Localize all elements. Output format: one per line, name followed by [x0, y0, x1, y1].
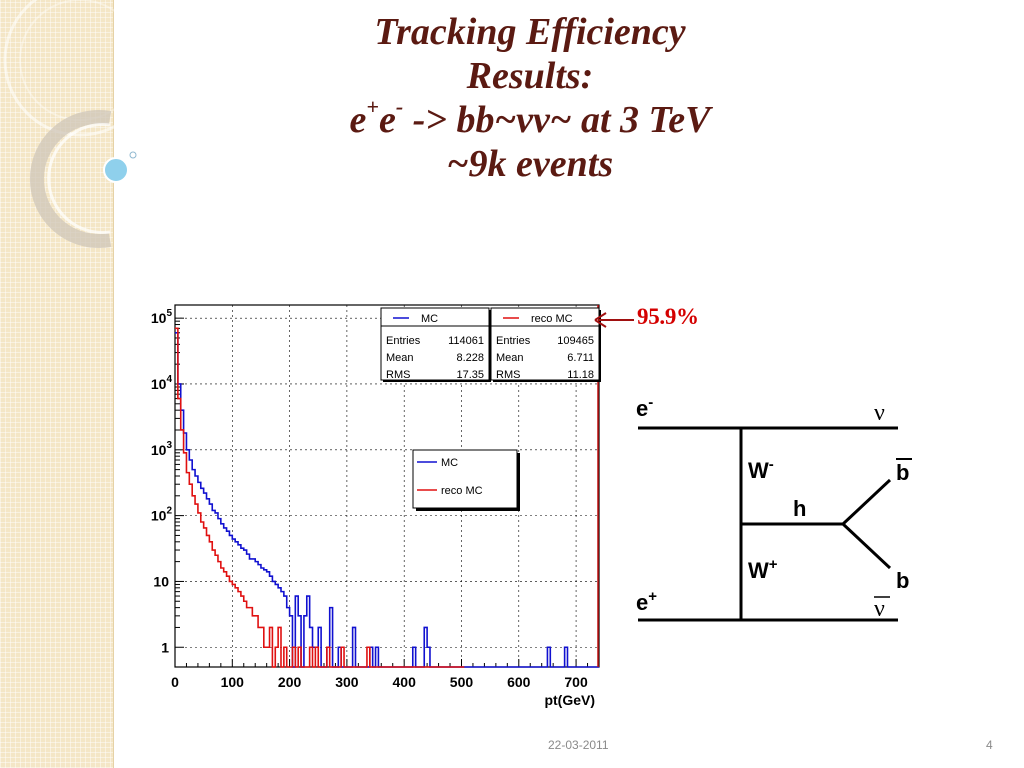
title-line-1: Tracking Efficiency	[374, 11, 686, 53]
stat-label: Mean	[386, 352, 414, 364]
label-nu: ν	[874, 400, 885, 426]
legend-box	[412, 449, 518, 509]
footer-page-number: 4	[986, 738, 993, 752]
stat-label: Entries	[496, 335, 531, 347]
stat-box-mc	[380, 307, 490, 381]
stat-label: Entries	[386, 335, 421, 347]
stat-value: 17.35	[456, 369, 484, 381]
series-reco-mc-line	[175, 327, 465, 668]
efficiency-label: 95.9%	[637, 304, 699, 329]
x-tick-label: 500	[450, 674, 474, 690]
x-tick-label: 0	[171, 674, 179, 690]
stat-value: 109465	[557, 335, 594, 347]
stat-box-title: reco MC	[531, 313, 573, 325]
stat-label: RMS	[386, 369, 410, 381]
stat-label: Mean	[496, 352, 524, 364]
x-tick-label: 200	[278, 674, 302, 690]
stat-label: RMS	[496, 369, 520, 381]
title-line-4: ~9k events	[446, 143, 614, 185]
x-axis-label: pt(GeV)	[544, 692, 595, 708]
title-line-3: e+e- -> bb~νν~ at 3 TeV	[349, 94, 711, 142]
y-tick-label: 10	[153, 573, 169, 589]
y-tick-label: 1	[161, 639, 169, 655]
y-tick-label: 103	[151, 440, 173, 458]
label-w-minus: W-	[748, 456, 774, 483]
x-tick-label: 300	[335, 674, 359, 690]
y-tick-label: 102	[151, 506, 173, 524]
pt-histogram: 0 100 200 300 400 500 600 700 1 10 102 103 104 105 pt(…	[151, 304, 601, 708]
decorative-swirl	[3, 0, 157, 248]
b-line	[841, 522, 892, 570]
x-tick-label: 400	[393, 674, 417, 690]
y-tick-label: 105	[151, 308, 173, 326]
label-e-minus: e-	[636, 394, 653, 421]
stat-value: 114061	[448, 335, 484, 347]
label-w-plus: W+	[748, 556, 778, 583]
legend-label: reco MC	[441, 485, 483, 497]
y-tick-label: 104	[151, 374, 173, 392]
slide-title: Tracking Efficiency Results: e+e- -> bb~…	[250, 10, 810, 186]
label-b-bar: b	[896, 460, 909, 485]
stat-value: 11.18	[567, 369, 594, 381]
stat-box-title: MC	[421, 313, 438, 325]
b-bar-line	[841, 478, 892, 526]
stat-value: 6.711	[567, 352, 594, 364]
x-tick-label: 700	[564, 674, 588, 690]
stat-box-reco-mc	[490, 307, 600, 381]
label-b: b	[896, 568, 909, 593]
x-tick-label: 600	[507, 674, 531, 690]
legend-label: MC	[441, 457, 458, 469]
stat-value: 8.228	[456, 352, 484, 364]
title-line-2: Results:	[466, 55, 594, 97]
label-higgs: h	[793, 496, 806, 521]
label-e-plus: e+	[636, 588, 657, 615]
efficiency-arrow	[594, 312, 634, 328]
feynman-diagram: e- e+ ν ν W- W+ h b b	[636, 394, 912, 622]
footer-date: 22-03-2011	[548, 738, 609, 752]
x-tick-label: 100	[221, 674, 245, 690]
label-nu-bar: ν	[874, 596, 885, 622]
